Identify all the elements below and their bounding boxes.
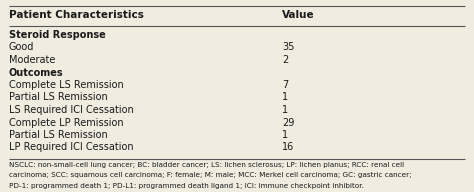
Text: 1: 1 [282,130,288,140]
Text: Moderate: Moderate [9,55,55,65]
Text: Good: Good [9,42,34,52]
Text: carcinoma; SCC: squamous cell carcinoma; F: female; M: male; MCC: Merkel cell ca: carcinoma; SCC: squamous cell carcinoma;… [9,172,411,179]
Text: Value: Value [282,10,315,20]
Text: 16: 16 [282,142,294,152]
Text: Outcomes: Outcomes [9,68,63,78]
Text: 7: 7 [282,80,288,90]
Text: 1: 1 [282,105,288,115]
Text: 2: 2 [282,55,288,65]
Text: Complete LP Remission: Complete LP Remission [9,118,123,127]
Text: 1: 1 [282,93,288,103]
Text: PD-1: programmed death 1; PD-L1: programmed death ligand 1; ICI: immune checkpoi: PD-1: programmed death 1; PD-L1: program… [9,183,364,189]
Text: Complete LS Remission: Complete LS Remission [9,80,123,90]
Text: Partial LS Remission: Partial LS Remission [9,130,107,140]
Text: LP Required ICI Cessation: LP Required ICI Cessation [9,142,133,152]
Text: LS Required ICI Cessation: LS Required ICI Cessation [9,105,133,115]
Text: Patient Characteristics: Patient Characteristics [9,10,144,20]
Text: Steroid Response: Steroid Response [9,30,105,40]
Text: 35: 35 [282,42,294,52]
Text: NSCLC: non-small-cell lung cancer; BC: bladder cancer; LS: lichen sclerosus; LP:: NSCLC: non-small-cell lung cancer; BC: b… [9,162,404,168]
Text: 29: 29 [282,118,294,127]
Text: Partial LS Remission: Partial LS Remission [9,93,107,103]
